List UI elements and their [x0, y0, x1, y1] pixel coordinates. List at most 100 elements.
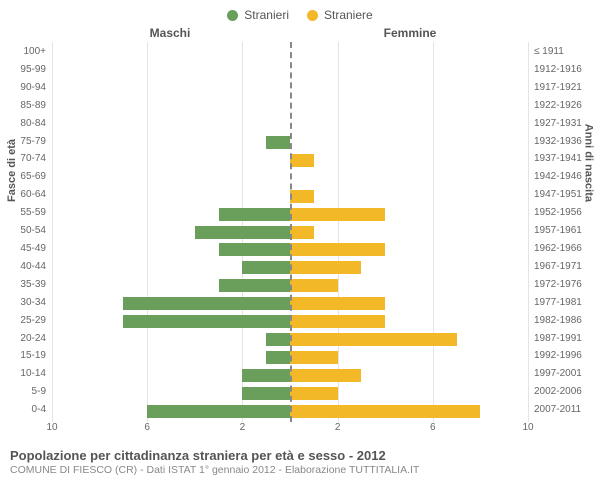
y-tick-right: 1982-1986 — [534, 313, 590, 331]
y-tick-left: 50-54 — [10, 223, 46, 241]
bar-row-female — [290, 402, 528, 420]
bar-row-female — [290, 134, 528, 152]
bar-row-male — [52, 384, 290, 402]
bar-row-male — [52, 402, 290, 420]
y-tick-left: 45-49 — [10, 241, 46, 259]
legend-label-male: Stranieri — [244, 8, 289, 22]
bar-row-male — [52, 44, 290, 62]
bar-female — [290, 226, 314, 239]
bar-row-female — [290, 259, 528, 277]
y-tick-left: 35-39 — [10, 277, 46, 295]
y-tick-right: 1917-1921 — [534, 80, 590, 98]
y-tick-right: 1997-2001 — [534, 366, 590, 384]
plot-female — [290, 42, 528, 422]
bar-row-female — [290, 348, 528, 366]
legend-label-female: Straniere — [324, 8, 373, 22]
bar-row-male — [52, 134, 290, 152]
center-line — [290, 42, 292, 422]
y-tick-left: 100+ — [10, 44, 46, 62]
bar-row-male — [52, 116, 290, 134]
bar-row-female — [290, 169, 528, 187]
bar-female — [290, 315, 385, 328]
bar-male — [266, 136, 290, 149]
y-tick-right: 1912-1916 — [534, 62, 590, 80]
legend: Stranieri Straniere — [10, 8, 590, 22]
bar-row-female — [290, 384, 528, 402]
y-tick-right: 1987-1991 — [534, 331, 590, 349]
bar-female — [290, 351, 338, 364]
bar-female — [290, 405, 480, 418]
bar-row-female — [290, 205, 528, 223]
bar-row-male — [52, 223, 290, 241]
legend-item-male: Stranieri — [227, 8, 289, 22]
plot — [52, 42, 528, 422]
bar-male — [219, 279, 290, 292]
x-tick: 2 — [240, 422, 246, 433]
bar-male — [219, 243, 290, 256]
plot-male — [52, 42, 290, 422]
y-tick-left: 20-24 — [10, 331, 46, 349]
bar-female — [290, 333, 457, 346]
bar-female — [290, 243, 385, 256]
y-tick-left: 85-89 — [10, 98, 46, 116]
bar-row-female — [290, 313, 528, 331]
y-tick-left: 80-84 — [10, 116, 46, 134]
bar-row-female — [290, 44, 528, 62]
bar-female — [290, 154, 314, 167]
y-tick-left: 15-19 — [10, 348, 46, 366]
bar-row-female — [290, 98, 528, 116]
bar-male — [242, 387, 290, 400]
bar-female — [290, 297, 385, 310]
bar-row-female — [290, 295, 528, 313]
y-tick-left: 5-9 — [10, 384, 46, 402]
bar-row-female — [290, 80, 528, 98]
x-tick: 6 — [430, 422, 436, 433]
x-tick: 6 — [144, 422, 150, 433]
bar-row-male — [52, 313, 290, 331]
bar-row-male — [52, 151, 290, 169]
bar-male — [147, 405, 290, 418]
bar-male — [242, 261, 290, 274]
bar-row-male — [52, 62, 290, 80]
y-tick-right: 1952-1956 — [534, 205, 590, 223]
legend-swatch-female — [307, 10, 318, 21]
bar-female — [290, 208, 385, 221]
bar-row-male — [52, 331, 290, 349]
chart-subtitle: COMUNE DI FIESCO (CR) - Dati ISTAT 1° ge… — [10, 464, 590, 476]
bar-row-male — [52, 205, 290, 223]
bar-row-female — [290, 366, 528, 384]
legend-swatch-male — [227, 10, 238, 21]
bar-row-female — [290, 223, 528, 241]
y-tick-left: 0-4 — [10, 402, 46, 420]
y-axis-left: 100+95-9990-9485-8980-8475-7970-7465-696… — [10, 42, 52, 422]
bar-male — [242, 369, 290, 382]
bar-row-female — [290, 277, 528, 295]
bar-female — [290, 190, 314, 203]
x-tick: 10 — [46, 422, 57, 433]
bar-row-female — [290, 187, 528, 205]
bar-male — [219, 208, 290, 221]
x-axis: 1062 2610 — [52, 422, 528, 438]
y-tick-left: 95-99 — [10, 62, 46, 80]
bar-row-male — [52, 259, 290, 277]
bar-male — [266, 333, 290, 346]
chart-area: Fasce di età 100+95-9990-9485-8980-8475-… — [10, 42, 590, 422]
y-tick-right: 1972-1976 — [534, 277, 590, 295]
y-tick-right: 1977-1981 — [534, 295, 590, 313]
y-tick-left: 90-94 — [10, 80, 46, 98]
y-tick-right: 1967-1971 — [534, 259, 590, 277]
y-tick-right: 1922-1926 — [534, 98, 590, 116]
header-male: Maschi — [10, 26, 290, 40]
y-axis-title-right: Anni di nascita — [582, 124, 594, 202]
bar-female — [290, 387, 338, 400]
bar-row-female — [290, 151, 528, 169]
x-tick: 10 — [522, 422, 533, 433]
bar-row-male — [52, 241, 290, 259]
bar-row-male — [52, 80, 290, 98]
y-tick-right: 1992-1996 — [534, 348, 590, 366]
bar-row-female — [290, 62, 528, 80]
bar-row-male — [52, 169, 290, 187]
header-female: Femmine — [290, 26, 590, 40]
y-axis-title-left: Fasce di età — [6, 139, 18, 202]
y-tick-right: 1962-1966 — [534, 241, 590, 259]
